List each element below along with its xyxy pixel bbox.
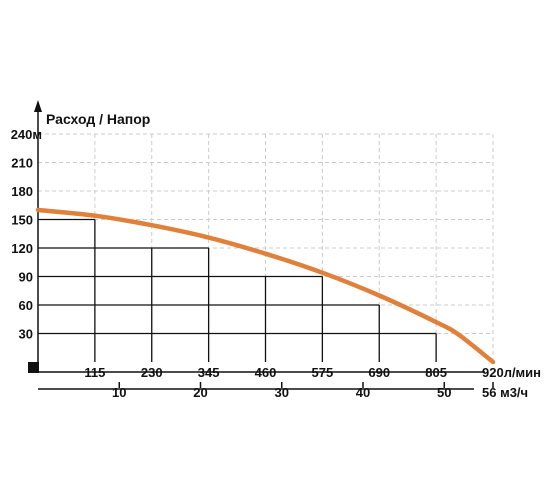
secondary-x-tick-labels: 10 20 30 40 50 56 м3/ч bbox=[112, 382, 528, 400]
secondary-x-tick-label: 40 bbox=[356, 385, 370, 400]
x-tick-label: 920л/мин bbox=[482, 365, 541, 380]
y-tick-label: 120 bbox=[11, 241, 33, 256]
y-axis-arrow-icon bbox=[34, 100, 42, 112]
y-tick-label: 150 bbox=[11, 213, 33, 228]
x-tick-label: 115 bbox=[84, 365, 105, 380]
drop-lines bbox=[38, 218, 437, 362]
secondary-x-tick-label: 56 м3/ч bbox=[482, 385, 528, 400]
secondary-x-tick-label: 50 bbox=[437, 385, 451, 400]
x-tick-label: 460 bbox=[255, 365, 277, 380]
secondary-x-tick-label: 30 bbox=[275, 385, 289, 400]
x-tick-label: 575 bbox=[312, 365, 334, 380]
y-tick-label: 60 bbox=[19, 298, 33, 313]
x-tick-label: 345 bbox=[198, 365, 220, 380]
secondary-x-tick-label: 20 bbox=[193, 385, 207, 400]
chart-title: Расход / Напор bbox=[46, 111, 150, 127]
y-tick-label: 240м bbox=[11, 127, 42, 142]
y-tick-label: 30 bbox=[19, 327, 33, 342]
y-tick-label: 180 bbox=[11, 184, 33, 199]
x-tick-label: 805 bbox=[425, 365, 447, 380]
x-tick-labels: 115 230 345 460 575 690 805 920л/мин bbox=[84, 365, 541, 380]
axes bbox=[28, 100, 485, 390]
y-tick-labels: 30 60 90 120 150 180 210 240м bbox=[11, 127, 42, 342]
origin-square-icon bbox=[28, 362, 39, 373]
x-tick-label: 690 bbox=[368, 365, 390, 380]
y-tick-label: 210 bbox=[11, 156, 33, 171]
x-tick-label: 230 bbox=[141, 365, 163, 380]
performance-curve bbox=[35, 207, 496, 365]
y-tick-label: 90 bbox=[19, 270, 33, 285]
secondary-x-tick-label: 10 bbox=[112, 385, 126, 400]
